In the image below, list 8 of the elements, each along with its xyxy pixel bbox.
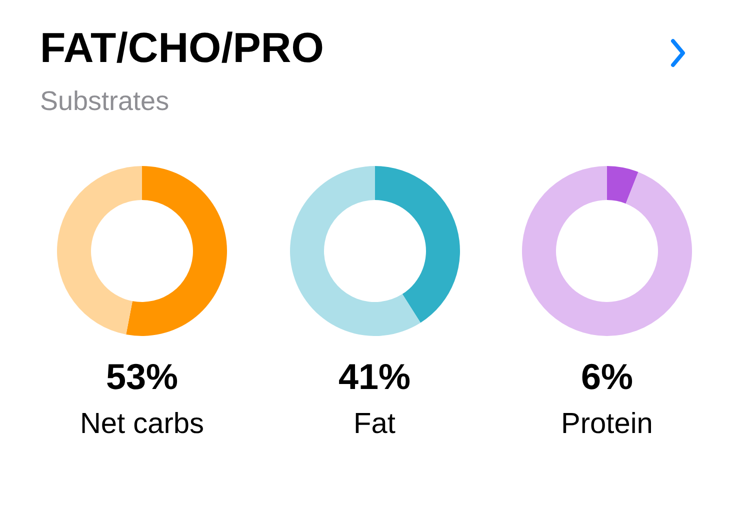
text: Net carbs [78, 408, 206, 441]
text: 41% [337, 356, 412, 398]
text: Substrates [40, 86, 170, 117]
text: 6% [580, 356, 634, 398]
text: Fat [352, 408, 396, 441]
text: FAT/CHO/PRO [40, 24, 324, 72]
text: 53% [104, 356, 180, 398]
text: Protein [560, 408, 654, 441]
